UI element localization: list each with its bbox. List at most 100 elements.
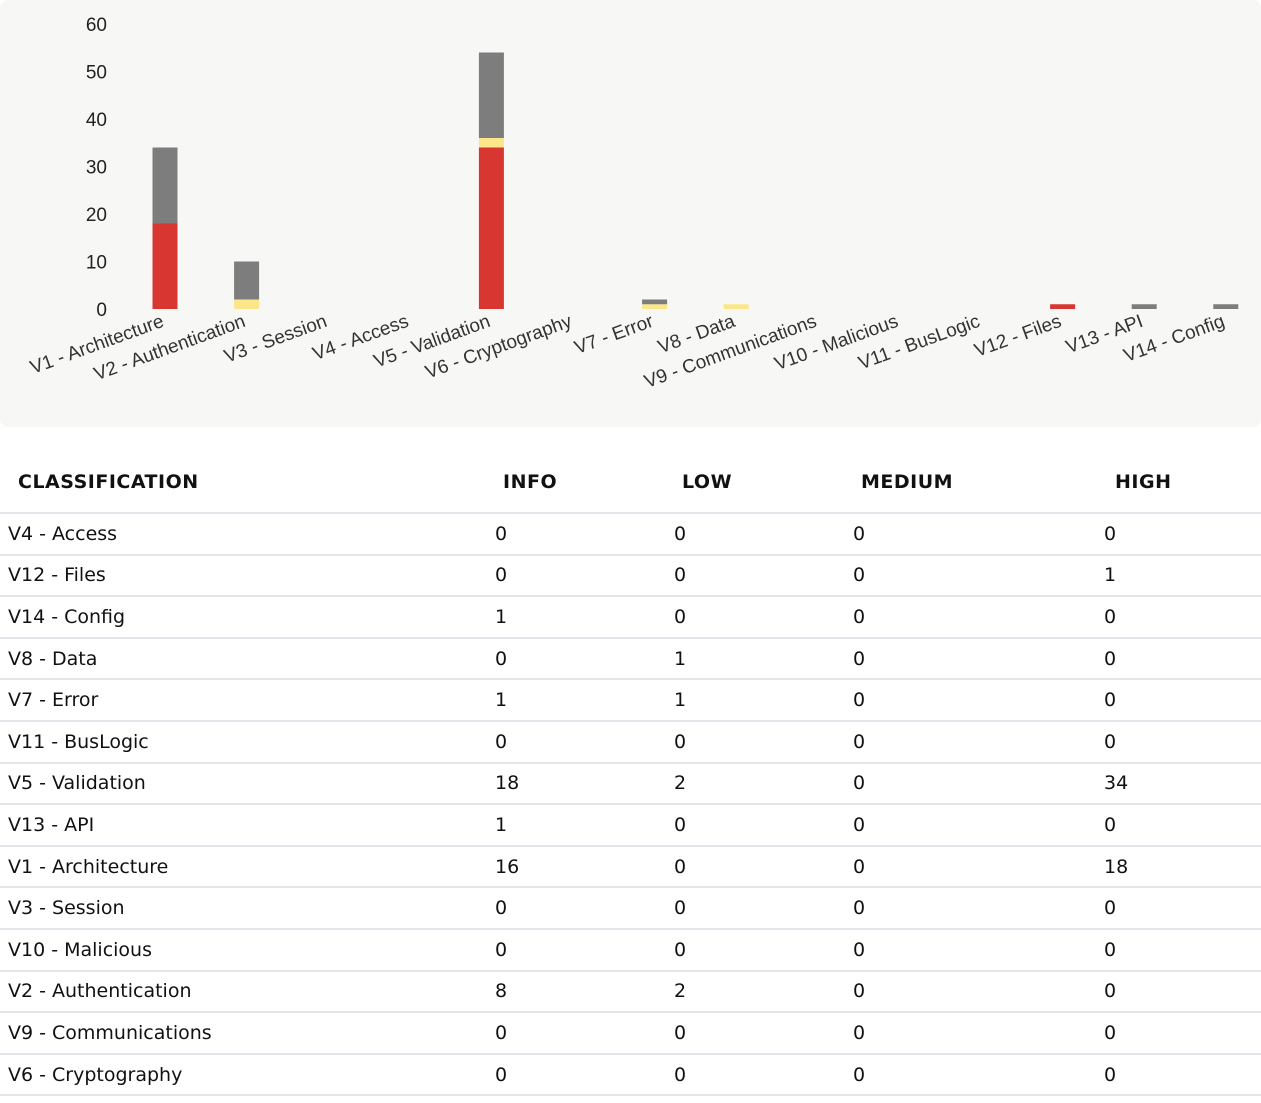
x-category-label: V7 - Error [572, 311, 657, 359]
bar-segment[interactable] [478, 147, 504, 310]
low-cell: 0 [674, 596, 853, 639]
high-cell: 0 [1104, 928, 1261, 972]
high-cell: 0 [1104, 679, 1261, 722]
classification-table-container: CLASSIFICATION INFO LOW MEDIUM HIGH V4 -… [0, 452, 1261, 1097]
y-tick-label: 0 [96, 300, 107, 321]
info-cell: 16 [495, 845, 674, 889]
high-cell: 0 [1104, 804, 1261, 847]
bar-segment[interactable] [642, 304, 668, 309]
high-cell: 0 [1104, 720, 1261, 764]
high-cell: 0 [1104, 1012, 1261, 1055]
table-row: V6 - Cryptography 0 0 0 0 [0, 1053, 1261, 1097]
medium-cell: 0 [853, 720, 1104, 764]
info-cell: 8 [495, 970, 674, 1014]
bar-segment[interactable] [234, 261, 260, 300]
bar-segment[interactable] [1213, 304, 1239, 309]
medium-cell: 0 [853, 804, 1104, 847]
medium-cell: 0 [853, 845, 1104, 889]
info-cell: 18 [495, 762, 674, 806]
classification-cell: V1 - Architecture [0, 845, 495, 889]
medium-cell: 0 [853, 1012, 1104, 1055]
info-cell: 0 [495, 1053, 674, 1097]
y-tick-label: 20 [86, 205, 107, 226]
high-cell: 0 [1104, 970, 1261, 1014]
classification-cell: V7 - Error [0, 679, 495, 722]
info-cell: 1 [495, 679, 674, 722]
info-cell: 0 [495, 554, 674, 598]
table-row: V14 - Config 1 0 0 0 [0, 596, 1261, 639]
bar-segment[interactable] [642, 299, 668, 305]
high-cell: 0 [1104, 887, 1261, 930]
low-cell: 0 [674, 554, 853, 598]
table-row: V3 - Session 0 0 0 0 [0, 887, 1261, 930]
low-cell: 0 [674, 1053, 853, 1097]
high-cell: 0 [1104, 637, 1261, 681]
bar-segment[interactable] [234, 299, 260, 310]
table-row: V8 - Data 0 1 0 0 [0, 637, 1261, 681]
info-cell: 0 [495, 1012, 674, 1055]
table-row: V11 - BusLogic 0 0 0 0 [0, 720, 1261, 764]
classification-cell: V9 - Communications [0, 1012, 495, 1055]
bar-segment[interactable] [723, 304, 749, 309]
medium-cell: 0 [853, 679, 1104, 722]
low-cell: 0 [674, 887, 853, 930]
table-row: V13 - API 1 0 0 0 [0, 804, 1261, 847]
medium-cell: 0 [853, 596, 1104, 639]
medium-cell: 0 [853, 513, 1104, 556]
y-tick-label: 10 [86, 253, 107, 274]
medium-cell: 0 [853, 554, 1104, 598]
table-row: V2 - Authentication 8 2 0 0 [0, 970, 1261, 1014]
info-cell: 0 [495, 513, 674, 556]
classification-cell: V12 - Files [0, 554, 495, 598]
high-cell: 0 [1104, 513, 1261, 556]
classification-cell: V4 - Access [0, 513, 495, 556]
info-cell: 1 [495, 804, 674, 847]
table-row: V4 - Access 0 0 0 0 [0, 513, 1261, 556]
table-row: V12 - Files 0 0 0 1 [0, 554, 1261, 598]
header-classification[interactable]: CLASSIFICATION [0, 452, 495, 514]
high-cell: 0 [1104, 596, 1261, 639]
low-cell: 0 [674, 804, 853, 847]
medium-cell: 0 [853, 887, 1104, 930]
info-cell: 0 [495, 887, 674, 930]
bar-segment[interactable] [478, 52, 504, 139]
medium-cell: 0 [853, 1053, 1104, 1097]
table-row: V7 - Error 1 1 0 0 [0, 679, 1261, 722]
table-header-row: CLASSIFICATION INFO LOW MEDIUM HIGH [0, 452, 1261, 514]
low-cell: 2 [674, 762, 853, 806]
bar-segment[interactable] [1050, 304, 1076, 309]
classification-cell: V2 - Authentication [0, 970, 495, 1014]
classification-cell: V11 - BusLogic [0, 720, 495, 764]
bar-segment[interactable] [478, 138, 504, 148]
medium-cell: 0 [853, 928, 1104, 972]
info-cell: 0 [495, 637, 674, 681]
high-cell: 18 [1104, 845, 1261, 889]
low-cell: 0 [674, 845, 853, 889]
classification-cell: V10 - Malicious [0, 928, 495, 972]
classification-table: CLASSIFICATION INFO LOW MEDIUM HIGH V4 -… [0, 452, 1261, 1097]
medium-cell: 0 [853, 970, 1104, 1014]
low-cell: 0 [674, 928, 853, 972]
medium-cell: 0 [853, 762, 1104, 806]
table-row: V1 - Architecture 16 0 0 18 [0, 845, 1261, 889]
header-medium[interactable]: MEDIUM [853, 452, 1104, 514]
bar-segment[interactable] [152, 147, 178, 224]
bar-segment[interactable] [1131, 304, 1157, 309]
low-cell: 1 [674, 637, 853, 681]
high-cell: 0 [1104, 1053, 1261, 1097]
classification-cell: V13 - API [0, 804, 495, 847]
high-cell: 34 [1104, 762, 1261, 806]
low-cell: 2 [674, 970, 853, 1014]
header-info[interactable]: INFO [495, 452, 674, 514]
classification-cell: V6 - Cryptography [0, 1053, 495, 1097]
header-low[interactable]: LOW [674, 452, 853, 514]
low-cell: 0 [674, 513, 853, 556]
bar-segment[interactable] [152, 223, 178, 310]
classification-cell: V14 - Config [0, 596, 495, 639]
table-body: V4 - Access 0 0 0 0 V12 - Files 0 0 0 1 V14 - Conf… [0, 513, 1261, 1097]
header-high[interactable]: HIGH [1104, 452, 1261, 514]
high-cell: 1 [1104, 554, 1261, 598]
medium-cell: 0 [853, 637, 1104, 681]
chart-panel: 0 10 20 30 40 50 60 V1 - Architecture V2 - Authe… [0, 0, 1261, 427]
